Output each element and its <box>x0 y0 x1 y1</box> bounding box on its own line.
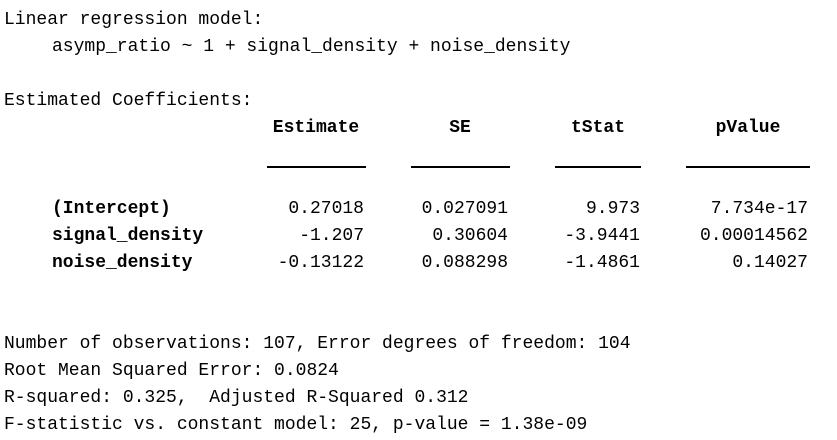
coefficients-heading: Estimated Coefficients: <box>4 91 253 111</box>
table-cell-estimate: -1.207 <box>299 226 364 246</box>
table-cell-pvalue: 0.00014562 <box>699 226 808 246</box>
table-cell-tstat: 9.973 <box>585 199 640 219</box>
summary-f-statistic: F-statistic vs. constant model: 25, p-va… <box>4 415 588 435</box>
table-row-name: signal_density <box>52 226 204 246</box>
table-cell-estimate: -0.13122 <box>277 253 364 273</box>
summary-observations: Number of observations: 107, Error degre… <box>4 334 631 354</box>
table-cell-se: 0.088298 <box>421 253 508 273</box>
table-row-name: noise_density <box>52 253 193 273</box>
column-underline-tstat <box>555 166 641 168</box>
table-cell-se: 0.30604 <box>432 226 508 246</box>
column-underline-se <box>411 166 510 168</box>
column-header-tstat: tStat <box>570 118 625 138</box>
table-cell-pvalue: 0.14027 <box>732 253 808 273</box>
column-underline-pvalue <box>686 166 810 168</box>
table-cell-tstat: -1.4861 <box>564 253 640 273</box>
column-underline-estimate <box>267 166 366 168</box>
table-cell-pvalue: 7.734e-17 <box>710 199 808 219</box>
column-header-pvalue: pValue <box>715 118 781 138</box>
column-header-se: SE <box>449 118 471 138</box>
summary-r-squared: R-squared: 0.325, Adjusted R-Squared 0.3… <box>4 388 469 408</box>
table-cell-estimate: 0.27018 <box>288 199 364 219</box>
model-formula: asymp_ratio ~ 1 + signal_density + noise… <box>52 37 571 57</box>
table-cell-se: 0.027091 <box>421 199 508 219</box>
table-cell-tstat: -3.9441 <box>564 226 640 246</box>
summary-rmse: Root Mean Squared Error: 0.0824 <box>4 361 339 381</box>
table-row-name: (Intercept) <box>52 199 171 219</box>
model-heading: Linear regression model: <box>4 10 264 30</box>
column-header-estimate: Estimate <box>272 118 360 138</box>
